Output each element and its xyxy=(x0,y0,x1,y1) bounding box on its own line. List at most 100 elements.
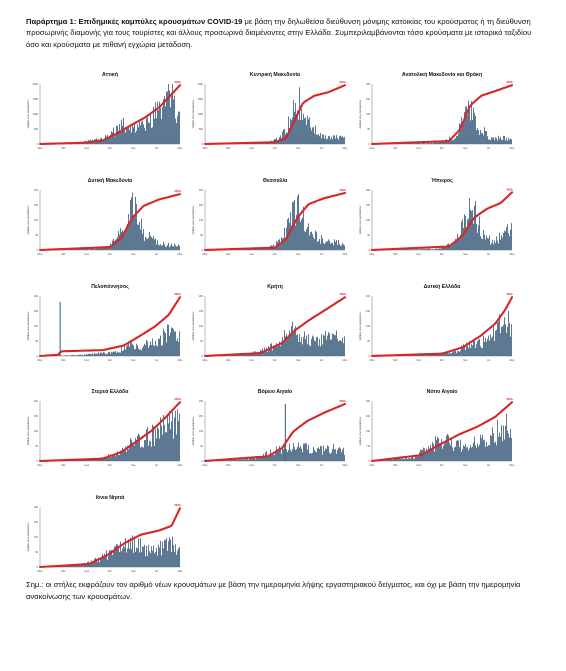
cumulative-end-label: 2000+ xyxy=(174,189,182,193)
daily-case-bar xyxy=(76,249,77,250)
daily-case-bar xyxy=(253,351,254,356)
daily-case-bar xyxy=(81,563,82,567)
daily-case-bar xyxy=(261,457,262,461)
daily-case-bar xyxy=(137,224,138,250)
cumulative-end-label: 2000+ xyxy=(339,80,347,84)
daily-case-bar xyxy=(468,348,469,356)
daily-case-bar xyxy=(445,247,446,250)
daily-case-bar xyxy=(169,537,170,567)
daily-case-bar xyxy=(101,352,102,356)
cumulative-end-label: 2000+ xyxy=(506,397,514,401)
daily-case-bar xyxy=(498,436,499,461)
daily-case-bar xyxy=(278,140,279,144)
daily-case-bar xyxy=(288,116,289,144)
daily-case-bar xyxy=(507,224,508,250)
x-tick-label: Μαρ xyxy=(370,147,375,150)
daily-case-bar xyxy=(404,143,405,144)
daily-case-bar xyxy=(252,143,253,144)
daily-case-bar xyxy=(455,351,456,356)
daily-case-bar xyxy=(132,123,133,144)
daily-case-bar xyxy=(148,237,149,250)
daily-case-bar xyxy=(511,324,512,356)
daily-case-bar xyxy=(478,130,479,144)
daily-case-bar xyxy=(135,132,136,144)
daily-case-bar xyxy=(440,445,441,461)
x-tick-label: Ιουλ xyxy=(249,464,254,467)
daily-case-bar xyxy=(410,249,411,250)
x-tick-label: Μαϊ xyxy=(393,464,397,467)
daily-case-bar xyxy=(88,459,89,461)
daily-case-bar xyxy=(231,354,232,356)
daily-case-bar xyxy=(90,458,91,461)
daily-case-bar xyxy=(57,249,58,250)
daily-case-bar xyxy=(491,137,492,144)
daily-case-bar xyxy=(92,248,93,250)
daily-case-bar xyxy=(93,141,94,144)
daily-case-bar xyxy=(420,249,421,250)
daily-case-bar xyxy=(172,84,173,144)
daily-case-bar xyxy=(463,445,464,461)
daily-case-bar xyxy=(96,353,97,356)
daily-case-bar xyxy=(307,344,308,356)
daily-case-bar xyxy=(424,448,425,461)
daily-case-bar xyxy=(108,351,109,356)
daily-case-bar xyxy=(481,348,482,356)
daily-case-bar xyxy=(264,143,265,144)
daily-case-bar xyxy=(143,228,144,250)
daily-case-bar xyxy=(163,328,164,356)
daily-case-bar xyxy=(425,143,426,144)
daily-case-bar xyxy=(179,245,180,250)
daily-case-bar xyxy=(380,460,381,461)
daily-case-bar xyxy=(389,458,390,461)
daily-case-bar xyxy=(494,340,495,356)
daily-case-bar xyxy=(177,246,178,250)
daily-case-bar xyxy=(268,248,269,250)
daily-case-bar xyxy=(253,248,254,250)
daily-case-bar xyxy=(61,460,62,461)
chart-title: Ήπειρος xyxy=(431,178,453,184)
y-tick-label: 0 xyxy=(37,143,39,146)
daily-case-bar xyxy=(116,454,117,461)
daily-case-bar xyxy=(233,459,234,461)
daily-case-bar xyxy=(173,545,174,567)
y-axis-label: Αριθμός νέων κρουσμάτων xyxy=(27,311,30,341)
daily-case-bar xyxy=(269,455,270,461)
y-tick-label: 150 xyxy=(34,521,39,524)
daily-case-bar xyxy=(162,434,163,461)
daily-case-bar xyxy=(336,330,337,356)
daily-case-bar xyxy=(175,118,176,144)
daily-case-bar xyxy=(377,460,378,461)
daily-case-bar xyxy=(324,138,325,144)
x-tick-label: Ιουλ xyxy=(84,147,89,150)
x-tick-label: Ιαν xyxy=(487,359,491,362)
daily-case-bar xyxy=(462,219,463,250)
y-tick-label: 200 xyxy=(199,189,204,192)
daily-case-bar xyxy=(104,456,105,461)
daily-case-bar xyxy=(177,550,178,567)
daily-case-bar xyxy=(306,229,307,250)
daily-case-bar xyxy=(146,238,147,250)
daily-case-bar xyxy=(479,134,480,144)
daily-case-bar xyxy=(490,334,491,356)
daily-case-bar xyxy=(250,457,251,461)
daily-case-bar xyxy=(316,337,317,356)
daily-case-bar xyxy=(133,127,134,144)
daily-case-bar xyxy=(465,443,466,461)
daily-case-bar xyxy=(418,249,419,250)
daily-case-bar xyxy=(169,410,170,461)
daily-case-bar xyxy=(72,565,73,567)
daily-case-bar xyxy=(123,449,124,461)
y-tick-label: 500 xyxy=(199,128,204,131)
daily-case-bar xyxy=(276,343,277,356)
daily-case-bar xyxy=(68,143,69,144)
daily-case-bar xyxy=(144,343,145,356)
daily-case-bar xyxy=(311,453,312,461)
daily-case-bar xyxy=(69,143,70,144)
daily-case-bar xyxy=(441,438,442,461)
y-tick-label: 200 xyxy=(199,400,204,403)
daily-case-bar xyxy=(145,556,146,567)
daily-case-bar xyxy=(92,561,93,567)
daily-case-bar xyxy=(411,143,412,144)
daily-case-bar xyxy=(102,247,103,250)
